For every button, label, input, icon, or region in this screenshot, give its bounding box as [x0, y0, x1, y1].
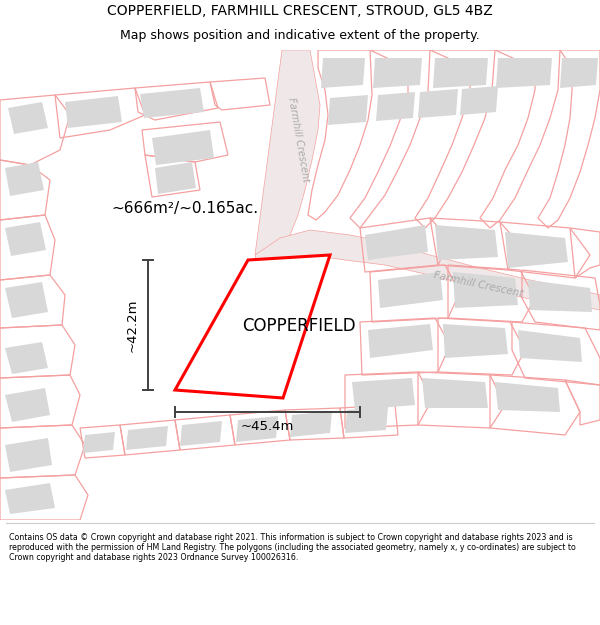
Polygon shape: [140, 88, 204, 118]
Polygon shape: [236, 416, 278, 442]
Polygon shape: [321, 58, 365, 88]
Polygon shape: [290, 411, 332, 437]
Polygon shape: [560, 58, 598, 88]
Polygon shape: [328, 95, 368, 125]
Polygon shape: [175, 255, 330, 398]
Polygon shape: [365, 225, 428, 260]
Polygon shape: [453, 272, 518, 308]
Polygon shape: [518, 330, 582, 362]
Polygon shape: [345, 407, 388, 433]
Polygon shape: [5, 438, 52, 472]
Polygon shape: [126, 426, 168, 450]
Polygon shape: [8, 102, 48, 134]
Polygon shape: [495, 382, 560, 412]
Polygon shape: [496, 58, 552, 88]
Polygon shape: [5, 483, 55, 514]
Polygon shape: [65, 96, 122, 128]
Polygon shape: [5, 222, 46, 256]
Polygon shape: [352, 378, 415, 410]
Polygon shape: [180, 421, 222, 446]
Polygon shape: [5, 388, 50, 422]
Polygon shape: [155, 162, 196, 194]
Polygon shape: [435, 225, 498, 260]
Text: Contains OS data © Crown copyright and database right 2021. This information is : Contains OS data © Crown copyright and d…: [9, 532, 576, 562]
Polygon shape: [418, 89, 458, 118]
Polygon shape: [373, 58, 422, 88]
Polygon shape: [368, 324, 433, 358]
Polygon shape: [83, 432, 115, 453]
Polygon shape: [376, 92, 415, 121]
Polygon shape: [5, 342, 48, 374]
Polygon shape: [255, 230, 600, 310]
Text: COPPERFIELD: COPPERFIELD: [242, 317, 356, 335]
Polygon shape: [422, 378, 488, 408]
Polygon shape: [5, 162, 44, 196]
Text: COPPERFIELD, FARMHILL CRESCENT, STROUD, GL5 4BZ: COPPERFIELD, FARMHILL CRESCENT, STROUD, …: [107, 4, 493, 18]
Polygon shape: [152, 130, 214, 165]
Text: Map shows position and indicative extent of the property.: Map shows position and indicative extent…: [120, 29, 480, 42]
Polygon shape: [378, 272, 443, 308]
Polygon shape: [443, 324, 508, 358]
Polygon shape: [505, 232, 568, 268]
Polygon shape: [460, 86, 498, 115]
Text: ~42.2m: ~42.2m: [125, 298, 139, 352]
Text: Farmhill Crescent: Farmhill Crescent: [432, 271, 524, 299]
Polygon shape: [255, 50, 320, 255]
Polygon shape: [528, 280, 592, 312]
Text: ~666m²/~0.165ac.: ~666m²/~0.165ac.: [112, 201, 259, 216]
Polygon shape: [433, 58, 488, 88]
Text: ~45.4m: ~45.4m: [241, 419, 294, 432]
Polygon shape: [5, 282, 48, 318]
Text: Farmhill Crescent: Farmhill Crescent: [286, 97, 310, 183]
